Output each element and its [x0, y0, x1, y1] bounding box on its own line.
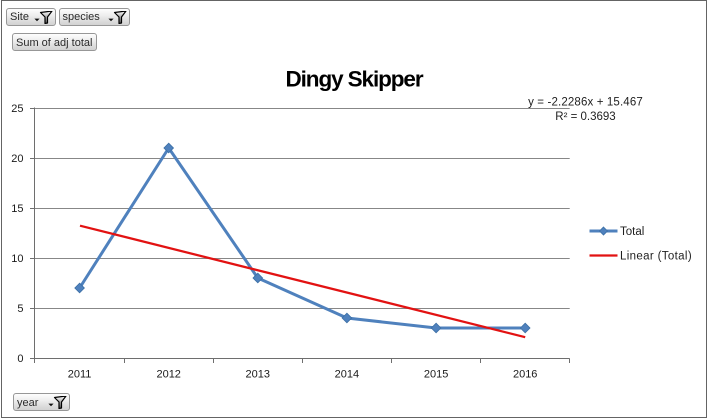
- svg-text:0: 0: [17, 353, 23, 365]
- svg-text:25: 25: [11, 103, 23, 115]
- svg-text:2012: 2012: [156, 369, 180, 381]
- svg-text:Total: Total: [620, 226, 644, 238]
- svg-text:Linear (Total): Linear (Total): [620, 251, 692, 263]
- svg-text:10: 10: [11, 253, 23, 265]
- svg-text:2016: 2016: [513, 369, 537, 381]
- svg-text:R² = 0.3693: R² = 0.3693: [555, 111, 615, 123]
- svg-text:2015: 2015: [424, 369, 448, 381]
- svg-text:15: 15: [11, 203, 23, 215]
- svg-text:5: 5: [17, 303, 23, 315]
- svg-text:2011: 2011: [68, 369, 92, 381]
- svg-text:2014: 2014: [335, 369, 359, 381]
- svg-text:y = -2.2286x + 15.467: y = -2.2286x + 15.467: [528, 97, 643, 109]
- svg-text:2013: 2013: [246, 369, 270, 381]
- svg-text:Dingy Skipper: Dingy Skipper: [286, 67, 424, 92]
- svg-text:20: 20: [11, 153, 23, 165]
